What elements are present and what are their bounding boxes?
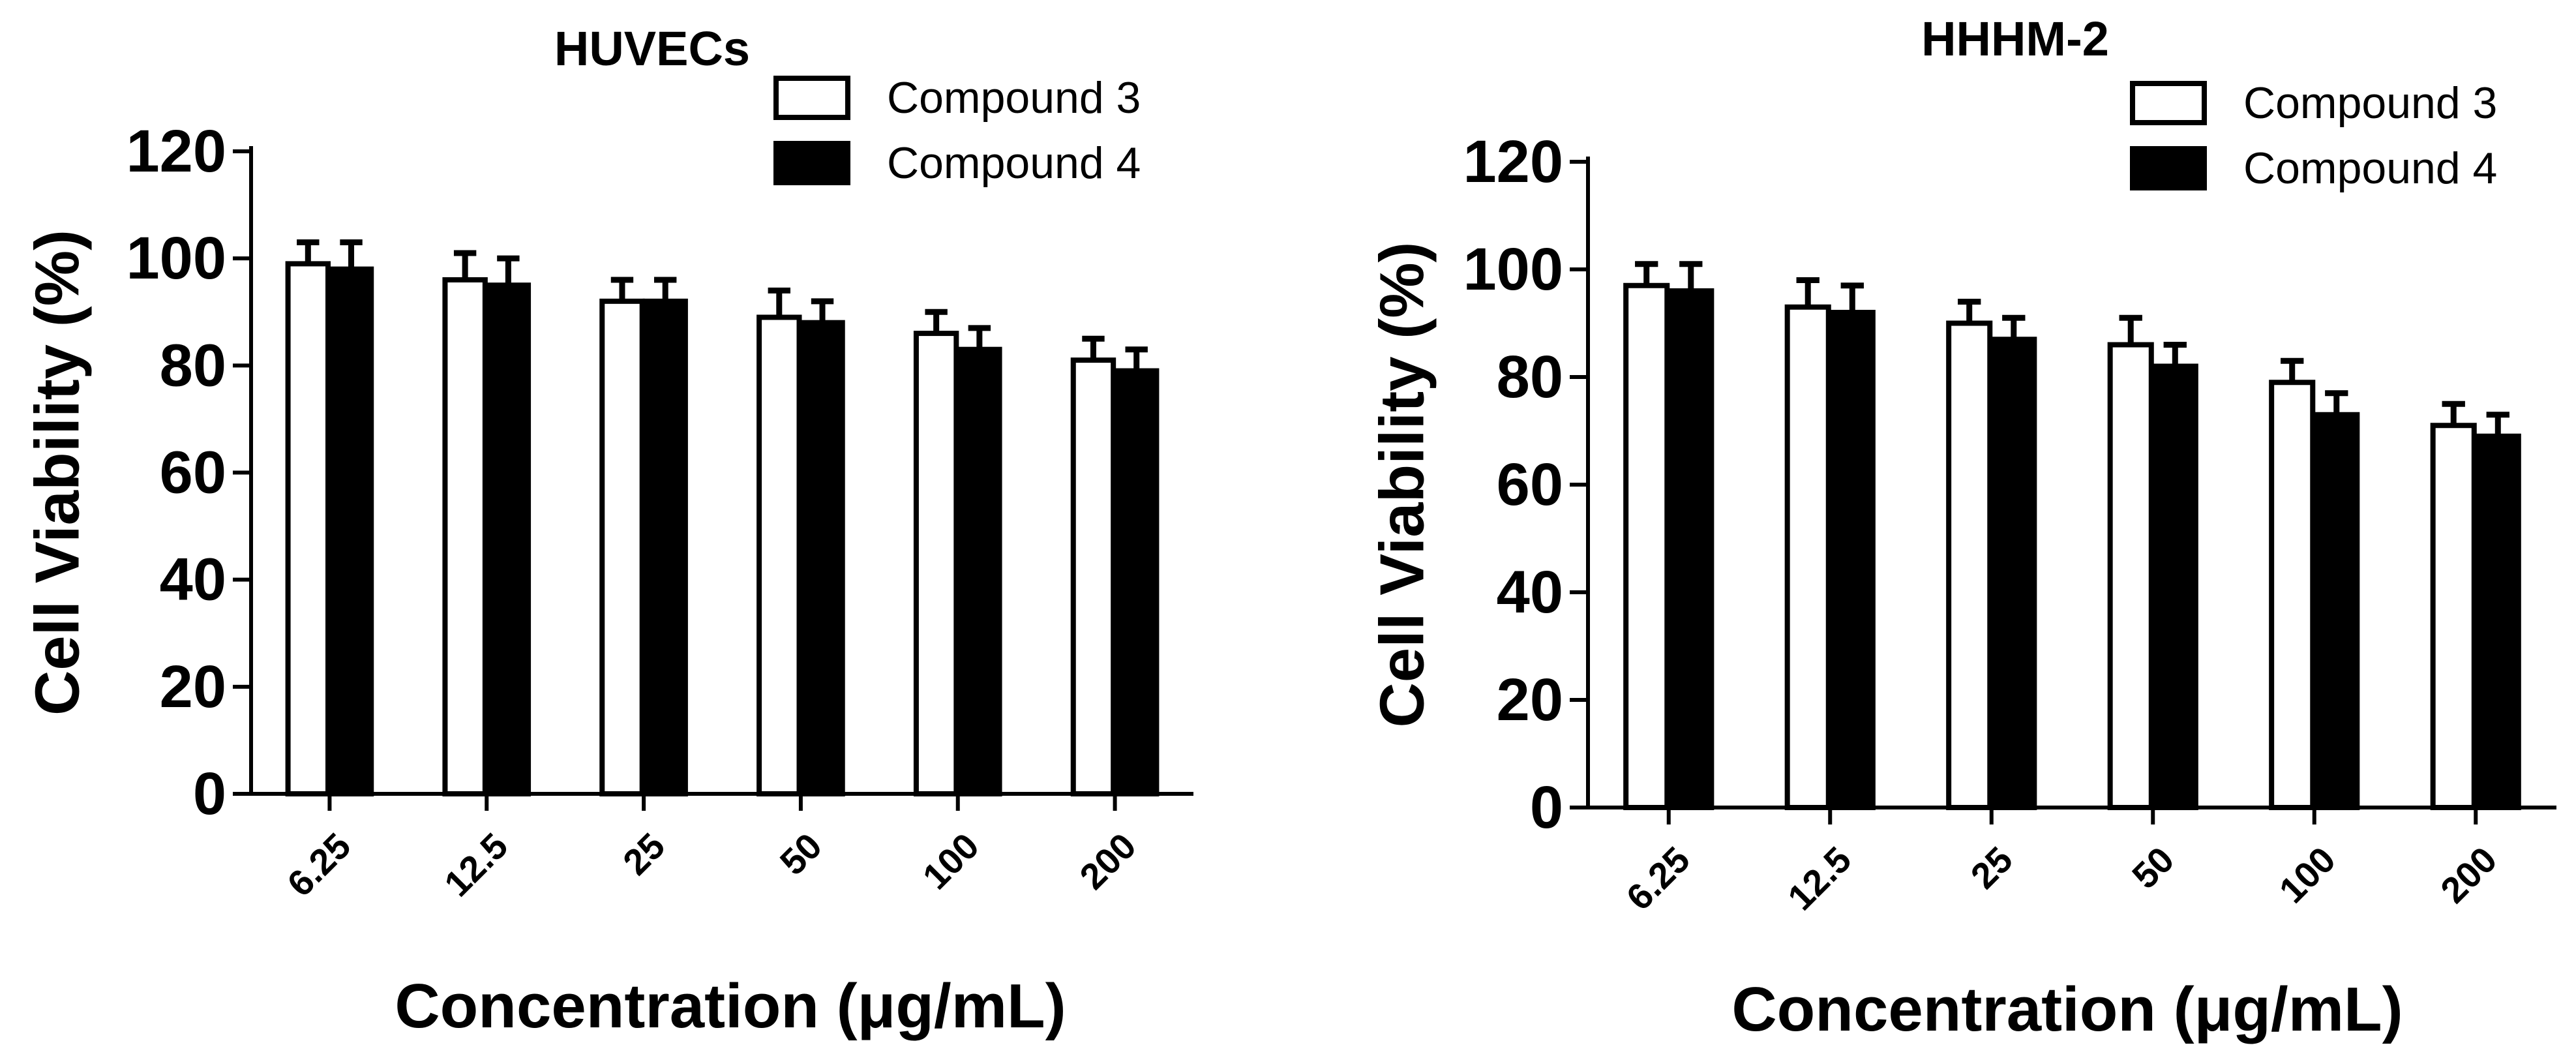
error-bar-compound-3-200 <box>1082 335 1105 361</box>
chart-hhhm-2: HHHM-2 Cell Viability (%) Concentration (μ… <box>1368 12 2556 1044</box>
bar-compound-4-12-5 <box>485 282 532 797</box>
chart-huvecs: HUVECs Cell Viability (%) Concentration (μ… <box>23 22 1193 1041</box>
bar-compound-3-6-25 <box>1623 282 1670 810</box>
x-tick-label: 50 <box>772 825 830 883</box>
legend-swatch-compound-4 <box>2130 146 2207 190</box>
bar-compound-4-200 <box>2474 433 2521 810</box>
bar-compound-4-25 <box>1990 337 2037 810</box>
error-bar-compound-3-12-5 <box>453 250 477 280</box>
bar-compound-4-200 <box>1113 368 1160 796</box>
bar-compound-3-6-25 <box>285 261 331 796</box>
x-tick-label: 200 <box>2433 839 2505 911</box>
bar-compound-3-100 <box>2269 380 2316 810</box>
x-tick-label: 25 <box>1962 839 2020 897</box>
x-tick-label: 12.5 <box>436 825 516 905</box>
error-bar-compound-4-12-5 <box>497 255 520 286</box>
bar-compound-3-50 <box>756 314 802 797</box>
error-bar-compound-4-100 <box>2325 390 2348 415</box>
y-tick-label: 60 <box>160 440 226 506</box>
bar-compound-3-200 <box>1070 357 1116 796</box>
y-tick-label: 40 <box>160 547 226 613</box>
bar-compound-4-50 <box>800 320 845 796</box>
chart-title: HHHM-2 <box>1921 12 2109 66</box>
error-bar-compound-3-6-25 <box>297 239 320 264</box>
x-axis-label: Concentration (μg/mL) <box>1731 975 2403 1044</box>
bar-compound-3-12-5 <box>442 277 488 796</box>
bar-compound-3-12-5 <box>1784 304 1831 810</box>
error-bar-compound-3-100 <box>925 309 948 334</box>
y-tick-label: 20 <box>1497 667 1563 733</box>
bar-compound-4-100 <box>2313 412 2360 810</box>
error-bar-compound-4-200 <box>1125 346 1148 371</box>
legend-swatch-compound-4 <box>773 141 850 185</box>
y-tick-label: 100 <box>127 225 227 292</box>
error-bar-compound-4-50 <box>811 298 834 323</box>
legend-swatch-compound-3 <box>773 76 850 120</box>
error-bar-compound-4-100 <box>968 325 991 350</box>
error-bar-compound-3-25 <box>610 277 634 301</box>
x-tick-label: 50 <box>2124 839 2182 897</box>
bar-compound-3-25 <box>599 298 645 797</box>
error-bar-compound-4-6-25 <box>340 239 363 269</box>
bar-compound-3-200 <box>2430 423 2477 810</box>
legend-swatch-compound-3 <box>2130 81 2207 125</box>
bar-compound-4-6-25 <box>1668 288 1715 810</box>
error-bar-compound-3-200 <box>2442 401 2465 426</box>
error-bar-compound-4-50 <box>2163 342 2187 367</box>
error-bar-compound-3-50 <box>768 287 790 318</box>
x-tick-label: 25 <box>615 825 673 883</box>
error-bar-compound-3-6-25 <box>1635 261 1658 286</box>
legend-label-compound-3: Compound 3 <box>887 73 1141 123</box>
bar-compound-3-50 <box>2107 342 2154 810</box>
chart-title: HUVECs <box>554 22 750 76</box>
error-bar-compound-4-25 <box>2002 314 2026 340</box>
error-bar-compound-4-200 <box>2486 412 2509 436</box>
y-tick-label: 80 <box>1497 344 1563 410</box>
error-bar-compound-3-100 <box>2281 357 2304 383</box>
legend-label-compound-4: Compound 4 <box>887 138 1141 188</box>
error-bar-compound-3-50 <box>2119 314 2142 345</box>
error-bar-compound-4-25 <box>654 277 677 301</box>
bar-compound-4-50 <box>2151 363 2198 810</box>
y-tick-label: 80 <box>160 332 226 399</box>
y-tick-label: 60 <box>1497 451 1563 518</box>
y-tick-label: 20 <box>160 654 226 720</box>
y-tick-label: 0 <box>193 761 226 827</box>
bar-compound-4-100 <box>957 346 1002 796</box>
y-tick-label: 100 <box>1463 236 1564 303</box>
x-tick-label: 12.5 <box>1780 839 1859 918</box>
bar-compound-3-25 <box>1946 320 1993 810</box>
error-bar-compound-3-12-5 <box>1796 277 1820 307</box>
x-tick-label: 6.25 <box>279 825 359 905</box>
bar-compound-4-25 <box>642 298 688 797</box>
bar-compound-4-6-25 <box>328 266 374 797</box>
y-tick-label: 120 <box>1463 128 1564 195</box>
y-tick-label: 40 <box>1497 559 1563 626</box>
bar-compound-3-100 <box>913 331 959 797</box>
x-tick-label: 200 <box>1071 825 1144 898</box>
legend-label-compound-4: Compound 4 <box>2243 144 2497 193</box>
y-tick-label: 0 <box>1530 774 1563 841</box>
legend-label-compound-3: Compound 3 <box>2243 78 2497 128</box>
x-tick-label: 6.25 <box>1618 839 1698 918</box>
error-bar-compound-4-6-25 <box>1679 261 1703 291</box>
y-axis-label: Cell Viability (%) <box>1368 241 1437 727</box>
bar-compound-4-12-5 <box>1829 310 1876 810</box>
x-tick-label: 100 <box>2271 839 2343 911</box>
x-axis-label: Concentration (μg/mL) <box>395 971 1066 1041</box>
x-tick-label: 100 <box>914 825 987 898</box>
y-axis-label: Cell Viability (%) <box>23 230 93 716</box>
error-bar-compound-3-25 <box>1958 299 1981 324</box>
y-tick-label: 120 <box>127 118 227 185</box>
error-bar-compound-4-12-5 <box>1840 282 1864 312</box>
